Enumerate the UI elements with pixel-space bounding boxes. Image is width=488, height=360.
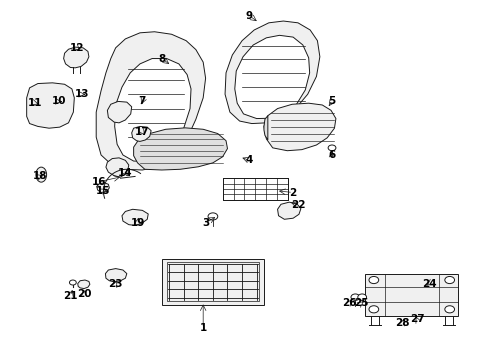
Circle shape bbox=[444, 306, 454, 313]
Polygon shape bbox=[115, 59, 191, 161]
Polygon shape bbox=[234, 35, 309, 118]
Text: 26: 26 bbox=[341, 298, 356, 308]
Text: 24: 24 bbox=[421, 279, 436, 289]
Polygon shape bbox=[105, 269, 126, 282]
Polygon shape bbox=[133, 128, 227, 170]
Polygon shape bbox=[78, 280, 90, 289]
Polygon shape bbox=[131, 126, 151, 141]
Text: 14: 14 bbox=[118, 168, 132, 178]
Circle shape bbox=[327, 145, 335, 151]
Circle shape bbox=[69, 280, 76, 285]
Text: 19: 19 bbox=[130, 218, 144, 228]
Polygon shape bbox=[63, 47, 89, 68]
Text: 2: 2 bbox=[289, 188, 296, 198]
Text: 20: 20 bbox=[77, 289, 91, 299]
Text: 6: 6 bbox=[328, 150, 335, 160]
Polygon shape bbox=[97, 183, 109, 193]
Polygon shape bbox=[277, 202, 300, 219]
Text: 10: 10 bbox=[51, 96, 66, 107]
Text: 13: 13 bbox=[74, 89, 89, 99]
Circle shape bbox=[444, 276, 454, 284]
Text: 11: 11 bbox=[28, 98, 42, 108]
Circle shape bbox=[207, 213, 217, 220]
Text: 15: 15 bbox=[96, 186, 110, 196]
Polygon shape bbox=[365, 274, 458, 316]
Text: 22: 22 bbox=[290, 200, 305, 210]
Text: 8: 8 bbox=[158, 54, 165, 64]
Text: 7: 7 bbox=[139, 96, 146, 107]
Text: 17: 17 bbox=[135, 127, 149, 137]
Polygon shape bbox=[96, 32, 205, 170]
Text: 4: 4 bbox=[245, 156, 252, 165]
Circle shape bbox=[368, 306, 378, 313]
Text: 12: 12 bbox=[69, 43, 84, 53]
Text: 1: 1 bbox=[199, 323, 206, 333]
Text: 18: 18 bbox=[33, 171, 47, 181]
Circle shape bbox=[368, 276, 378, 284]
Circle shape bbox=[357, 294, 366, 300]
Text: 9: 9 bbox=[245, 11, 252, 21]
Text: 28: 28 bbox=[394, 318, 409, 328]
Text: 21: 21 bbox=[63, 291, 78, 301]
Circle shape bbox=[350, 294, 359, 300]
Text: 27: 27 bbox=[409, 314, 424, 324]
Polygon shape bbox=[162, 258, 264, 305]
Polygon shape bbox=[106, 158, 128, 177]
Text: 25: 25 bbox=[353, 298, 367, 308]
Text: 16: 16 bbox=[91, 177, 106, 187]
Text: 23: 23 bbox=[108, 279, 122, 289]
Polygon shape bbox=[264, 116, 267, 140]
Polygon shape bbox=[27, 83, 74, 128]
Polygon shape bbox=[264, 103, 335, 151]
Ellipse shape bbox=[36, 167, 46, 182]
Polygon shape bbox=[107, 102, 131, 123]
Polygon shape bbox=[224, 21, 319, 123]
Text: 5: 5 bbox=[328, 96, 335, 107]
Polygon shape bbox=[122, 209, 148, 225]
Text: 3: 3 bbox=[202, 218, 209, 228]
